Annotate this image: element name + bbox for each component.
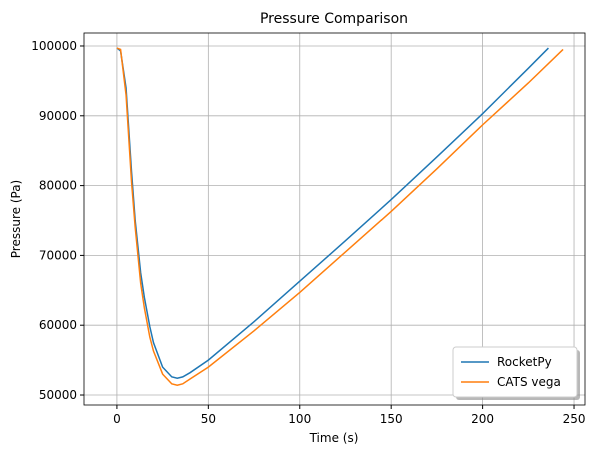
plot-frame — [83, 32, 586, 406]
x-tick-label: 200 — [471, 412, 494, 426]
legend — [452, 346, 578, 398]
y-tick-label: 60000 — [39, 318, 77, 332]
legend-label: RocketPy — [497, 355, 552, 369]
series-line — [116, 47, 564, 387]
x-tick-label: 150 — [380, 412, 403, 426]
legend-label: CATS vega — [497, 375, 561, 389]
x-tick-label: 0 — [113, 412, 121, 426]
y-axis-label: Pressure (Pa) — [9, 180, 23, 258]
x-tick-label: 100 — [288, 412, 311, 426]
x-tick-label: 50 — [201, 412, 216, 426]
y-tick-label: 50000 — [39, 388, 77, 402]
y-tick-label: 70000 — [39, 248, 77, 262]
y-tick-label: 90000 — [39, 109, 77, 123]
y-tick-label: 100000 — [31, 39, 77, 53]
y-tick-label: 80000 — [39, 179, 77, 193]
series-line — [116, 47, 549, 380]
x-tick-label: 250 — [563, 412, 586, 426]
chart-title: Pressure Comparison — [260, 11, 408, 27]
x-axis-label: Time (s) — [309, 431, 359, 445]
